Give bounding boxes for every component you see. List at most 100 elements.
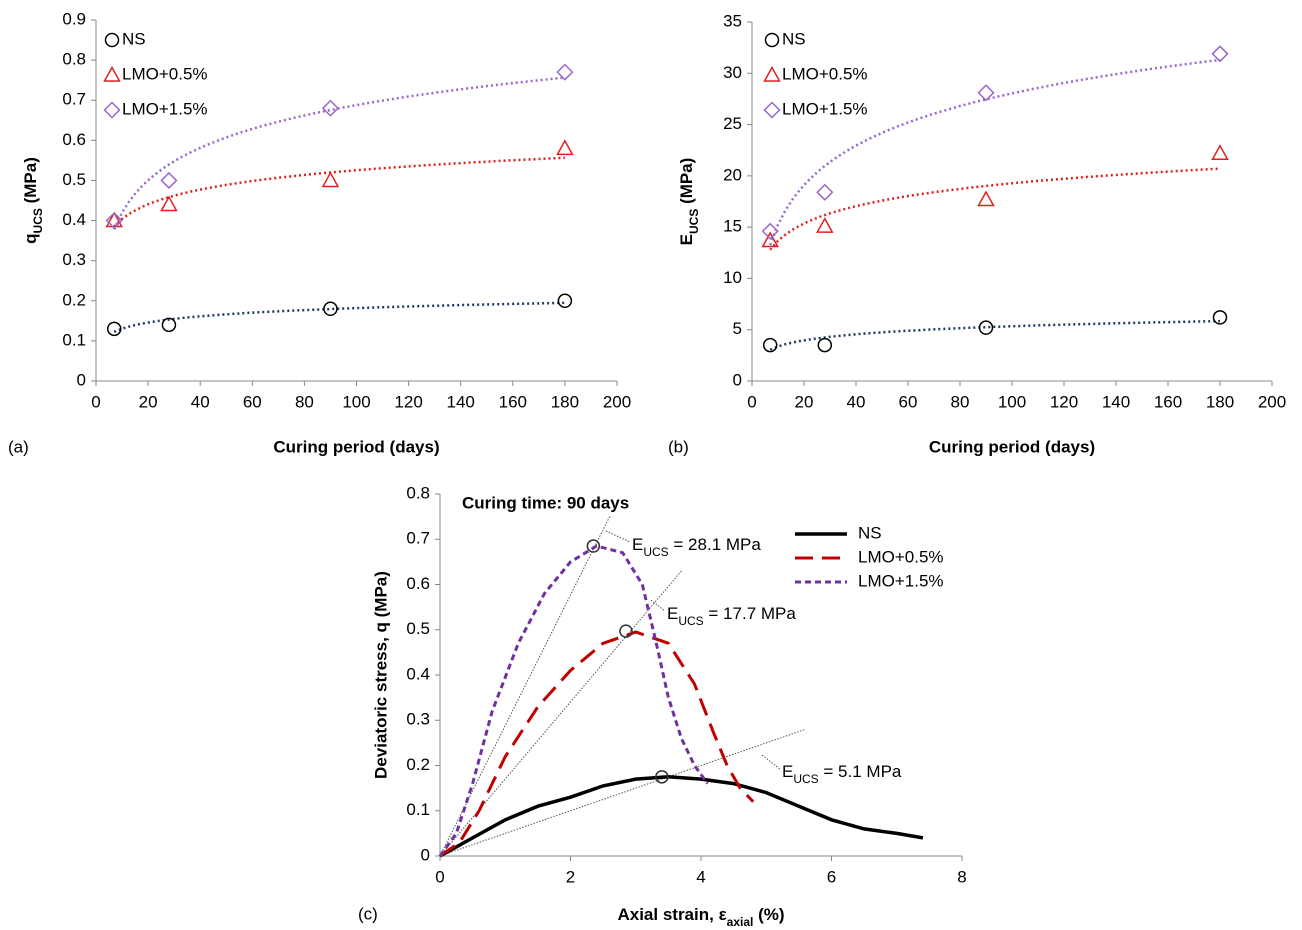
y-axis-title-part: (MPa) bbox=[21, 157, 40, 208]
data-line bbox=[439, 630, 755, 858]
y-tick-label: 35 bbox=[723, 11, 742, 30]
marker bbox=[977, 190, 995, 207]
annotation: EUCS = 5.1 MPa bbox=[782, 762, 902, 786]
y-axis-title: Deviatoric stress, q (MPa) bbox=[371, 571, 390, 779]
y-tick-label: 0.4 bbox=[62, 210, 86, 229]
marker bbox=[556, 63, 574, 81]
data-line bbox=[438, 544, 709, 857]
marker bbox=[321, 171, 340, 188]
x-tick-label: 20 bbox=[139, 392, 158, 411]
y-tick-label: 0.3 bbox=[62, 250, 86, 269]
annotation-part: E bbox=[782, 762, 793, 781]
y-tick-label: 0.2 bbox=[62, 290, 86, 309]
y-axis-title-part: (MPa) bbox=[677, 158, 696, 209]
marker bbox=[321, 99, 340, 117]
marker bbox=[161, 317, 177, 333]
y-tick-label: 0.6 bbox=[406, 574, 430, 593]
trend-line bbox=[769, 319, 1221, 351]
x-tick-label: 100 bbox=[342, 392, 370, 411]
x-tick-label: 80 bbox=[295, 392, 314, 411]
marker bbox=[977, 84, 995, 102]
y-tick-label: 0.6 bbox=[62, 130, 86, 149]
x-tick-label: 0 bbox=[747, 392, 756, 411]
legend-marker bbox=[104, 32, 120, 48]
y-tick-label: 5 bbox=[733, 319, 742, 338]
annotation-title: Curing time: 90 days bbox=[462, 493, 629, 512]
legend-label: LMO+0.5% bbox=[858, 547, 944, 566]
x-tick-label: 60 bbox=[899, 392, 918, 411]
marker bbox=[556, 139, 574, 156]
annotation-part: UCS bbox=[793, 772, 818, 786]
y-tick-label: 0.1 bbox=[406, 800, 430, 819]
trend-line bbox=[769, 58, 1221, 246]
x-tick-label: 160 bbox=[499, 392, 527, 411]
marker bbox=[761, 222, 779, 240]
x-tick-label: 140 bbox=[1102, 392, 1130, 411]
tangent-line bbox=[439, 728, 806, 857]
y-tick-label: 0 bbox=[733, 370, 742, 389]
y-tick-label: 0.3 bbox=[406, 710, 430, 729]
annotation: EUCS = 17.7 MPa bbox=[667, 604, 796, 628]
x-tick-label: 200 bbox=[1258, 392, 1286, 411]
x-tick-label: 200 bbox=[603, 392, 631, 411]
y-tick-label: 0.2 bbox=[406, 755, 430, 774]
x-tick-label: 120 bbox=[394, 392, 422, 411]
leader-line bbox=[761, 754, 781, 770]
marker bbox=[817, 337, 833, 353]
y-tick-label: 0.7 bbox=[406, 529, 430, 548]
x-tick-label: 40 bbox=[847, 392, 866, 411]
y-tick-label: 20 bbox=[723, 165, 742, 184]
x-tick-label: 160 bbox=[1154, 392, 1182, 411]
y-tick-label: 0.8 bbox=[62, 50, 86, 69]
marker bbox=[160, 171, 178, 190]
marker bbox=[103, 101, 121, 119]
y-tick-label: 0.8 bbox=[406, 483, 430, 502]
x-tick-label: 120 bbox=[1050, 392, 1078, 411]
x-tick-label: 8 bbox=[957, 867, 966, 886]
y-tick-label: 30 bbox=[723, 63, 742, 82]
x-tick-label: 180 bbox=[1206, 392, 1234, 411]
marker bbox=[557, 293, 573, 309]
annotation-part: UCS bbox=[678, 614, 703, 628]
tangent-line bbox=[439, 570, 682, 857]
marker bbox=[761, 231, 779, 248]
legend-label: NS bbox=[858, 523, 882, 542]
peak-point bbox=[586, 539, 601, 553]
x-tick-label: 180 bbox=[551, 392, 579, 411]
panel-label: (c) bbox=[358, 904, 378, 923]
x-tick-label: 140 bbox=[447, 392, 475, 411]
annotation-part: = 28.1 MPa bbox=[669, 535, 762, 554]
x-tick-label: 100 bbox=[998, 392, 1026, 411]
y-tick-label: 15 bbox=[723, 217, 742, 236]
legend-label: LMO+1.5% bbox=[782, 99, 868, 118]
data-line bbox=[439, 775, 924, 858]
peak-point bbox=[619, 624, 633, 638]
x-tick-label: 40 bbox=[191, 392, 210, 411]
legend-label: LMO+1.5% bbox=[858, 571, 944, 590]
legend-label: LMO+1.5% bbox=[122, 99, 208, 118]
x-tick-label: 80 bbox=[951, 392, 970, 411]
y-tick-label: 0.5 bbox=[62, 170, 86, 189]
trend-line bbox=[113, 76, 566, 230]
leader-line bbox=[650, 599, 666, 612]
y-axis-title-part: q bbox=[21, 233, 40, 243]
legend-label: LMO+0.5% bbox=[122, 64, 208, 83]
y-tick-label: 0.7 bbox=[62, 90, 86, 109]
legend-marker bbox=[764, 32, 780, 48]
marker bbox=[978, 320, 994, 335]
x-tick-label: 0 bbox=[435, 867, 444, 886]
annotation-part: UCS bbox=[643, 545, 668, 559]
y-axis-title-part: UCS bbox=[687, 209, 701, 234]
trend-line bbox=[113, 301, 565, 334]
legend-label: LMO+0.5% bbox=[782, 64, 868, 83]
marker bbox=[816, 217, 834, 233]
annotation-part: = 5.1 MPa bbox=[819, 762, 902, 781]
marker bbox=[160, 195, 178, 212]
x-axis-title: Curing period (days) bbox=[273, 437, 439, 456]
marker bbox=[1211, 144, 1229, 161]
x-axis-title: Axial strain, εaxial (%) bbox=[617, 905, 784, 929]
y-axis-title-part: E bbox=[677, 234, 696, 245]
marker bbox=[762, 337, 778, 353]
marker bbox=[763, 65, 781, 82]
